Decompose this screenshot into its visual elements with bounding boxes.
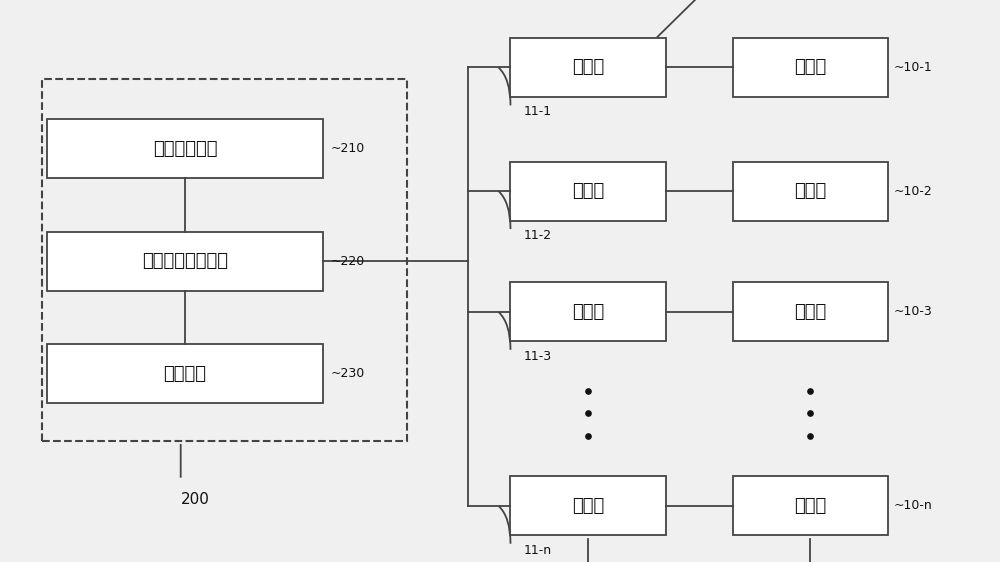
Text: 继电器: 继电器	[572, 182, 604, 200]
Text: 200: 200	[181, 492, 210, 507]
FancyBboxPatch shape	[510, 283, 666, 341]
Text: 继电器: 继电器	[572, 58, 604, 76]
Text: 11-2: 11-2	[524, 229, 552, 242]
FancyBboxPatch shape	[47, 232, 322, 291]
FancyBboxPatch shape	[47, 344, 322, 404]
Text: 11-1: 11-1	[524, 106, 552, 119]
Text: ~210: ~210	[330, 142, 365, 156]
Text: 继电器: 继电器	[572, 497, 604, 515]
Text: 电池架: 电池架	[794, 182, 826, 200]
Text: 基准电压选择单元: 基准电压选择单元	[142, 252, 228, 270]
FancyBboxPatch shape	[510, 162, 666, 220]
Text: 电池架: 电池架	[794, 303, 826, 321]
Text: 继电器: 继电器	[572, 303, 604, 321]
Text: 电池架: 电池架	[794, 58, 826, 76]
FancyBboxPatch shape	[47, 120, 322, 179]
Text: 11-n: 11-n	[524, 544, 552, 557]
FancyBboxPatch shape	[732, 162, 888, 220]
Text: ~10-2: ~10-2	[894, 184, 932, 198]
FancyBboxPatch shape	[732, 283, 888, 341]
Text: ~220: ~220	[330, 255, 365, 268]
Text: 电池架: 电池架	[794, 497, 826, 515]
Text: ~230: ~230	[330, 367, 365, 380]
FancyBboxPatch shape	[732, 38, 888, 97]
FancyBboxPatch shape	[510, 477, 666, 535]
Text: ~10-n: ~10-n	[894, 499, 932, 513]
FancyBboxPatch shape	[510, 38, 666, 97]
Text: 控制单元: 控制单元	[164, 365, 207, 383]
Text: 11-3: 11-3	[524, 350, 552, 363]
Text: ~10-3: ~10-3	[894, 305, 932, 319]
FancyBboxPatch shape	[732, 477, 888, 535]
Text: 电压测量单元: 电压测量单元	[153, 140, 217, 158]
Text: ~10-1: ~10-1	[894, 61, 932, 74]
